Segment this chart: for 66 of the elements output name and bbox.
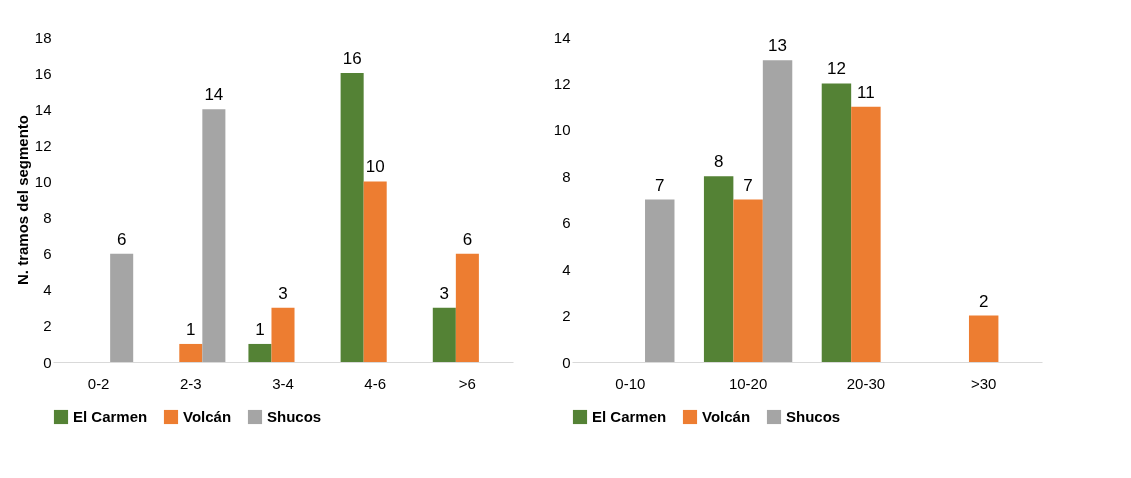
bar bbox=[733, 199, 763, 362]
y-tick-label: 4 bbox=[562, 260, 571, 278]
y-tick-label: 0 bbox=[562, 353, 571, 371]
data-label: 3 bbox=[439, 283, 450, 303]
data-label: 16 bbox=[342, 49, 362, 69]
y-tick-label: 8 bbox=[562, 167, 571, 185]
data-label: 2 bbox=[978, 291, 989, 311]
bar bbox=[703, 176, 734, 362]
data-label: 1 bbox=[186, 319, 196, 339]
data-label: 7 bbox=[743, 175, 753, 195]
bar bbox=[271, 307, 295, 362]
data-label: 6 bbox=[116, 229, 127, 249]
data-label: 12 bbox=[826, 59, 846, 79]
legend-label: Shucos bbox=[786, 408, 841, 425]
bar bbox=[821, 83, 852, 362]
y-tick-label: 14 bbox=[34, 100, 52, 118]
bar bbox=[179, 343, 203, 362]
legend-label: El Carmen bbox=[592, 408, 667, 425]
y-tick-label: 2 bbox=[562, 307, 571, 325]
data-label: 3 bbox=[278, 283, 288, 303]
y-axis-title: N. tramos del segmento bbox=[13, 114, 31, 286]
data-label: 7 bbox=[655, 175, 665, 195]
x-tick-label: 4-6 bbox=[364, 374, 387, 392]
bar bbox=[762, 60, 793, 362]
bar bbox=[851, 106, 881, 362]
bar bbox=[968, 315, 999, 362]
data-label: 11 bbox=[857, 82, 875, 102]
y-tick-label: 14 bbox=[553, 28, 571, 46]
x-tick-label: 0-2 bbox=[87, 374, 110, 392]
data-label: 6 bbox=[462, 229, 473, 249]
y-tick-label: 6 bbox=[562, 214, 571, 232]
y-tick-label: 12 bbox=[553, 74, 571, 92]
y-tick-label: 6 bbox=[43, 245, 52, 263]
data-label: 14 bbox=[204, 85, 224, 105]
data-label: 8 bbox=[713, 152, 724, 172]
legend-label: Volcán bbox=[183, 408, 232, 425]
data-label: 13 bbox=[768, 36, 788, 56]
x-tick-label: 10-20 bbox=[728, 374, 768, 392]
legend-label: Shucos bbox=[267, 408, 322, 425]
x-tick-label: 20-30 bbox=[846, 374, 886, 392]
y-tick-label: 10 bbox=[553, 121, 571, 139]
bar bbox=[455, 253, 479, 362]
bar bbox=[248, 343, 272, 362]
y-tick-label: 2 bbox=[43, 317, 52, 335]
y-tick-label: 18 bbox=[34, 28, 52, 46]
bar bbox=[202, 109, 226, 362]
x-tick-label: >6 bbox=[458, 374, 476, 392]
data-label: 10 bbox=[365, 157, 385, 177]
y-tick-label: 16 bbox=[34, 64, 52, 82]
x-tick-label: >30 bbox=[970, 374, 997, 392]
bar bbox=[340, 73, 364, 362]
legend-label: El Carmen bbox=[73, 408, 148, 425]
bar bbox=[363, 181, 387, 362]
bar bbox=[110, 253, 134, 362]
bar bbox=[645, 199, 675, 362]
x-tick-label: 2-3 bbox=[179, 374, 202, 392]
legend-label: Volcán bbox=[702, 408, 751, 425]
y-tick-label: 12 bbox=[34, 136, 52, 154]
y-tick-label: 8 bbox=[43, 209, 52, 227]
x-tick-label: 0-10 bbox=[615, 374, 646, 392]
y-tick-label: 10 bbox=[34, 172, 52, 190]
bar bbox=[432, 307, 456, 362]
y-tick-label: 4 bbox=[43, 281, 52, 299]
y-tick-label: 0 bbox=[43, 353, 52, 371]
x-tick-label: 3-4 bbox=[272, 374, 294, 392]
data-label: 1 bbox=[255, 319, 265, 339]
